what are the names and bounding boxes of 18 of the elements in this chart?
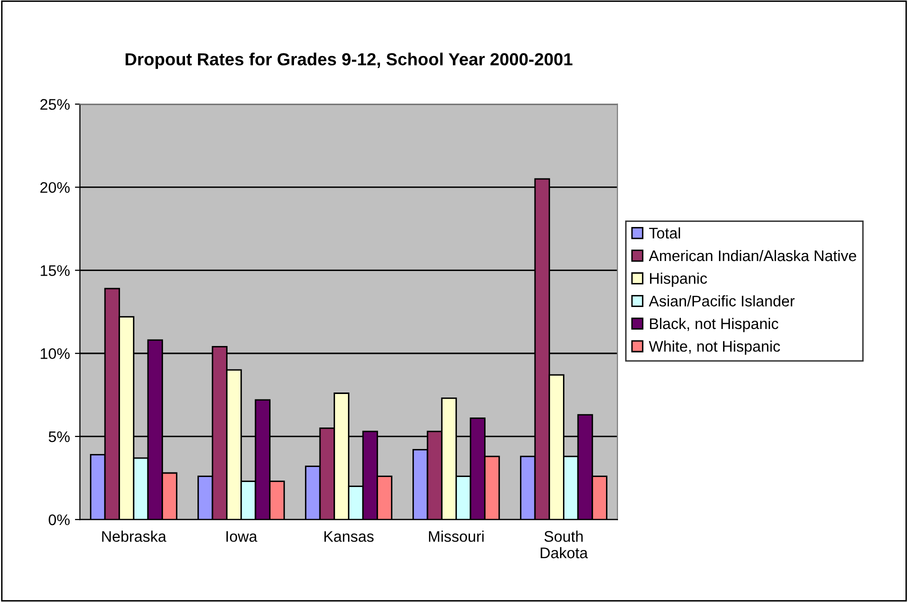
legend-label: American Indian/Alaska Native xyxy=(648,250,856,262)
x-tick-label: Iowa xyxy=(226,531,258,542)
chart-title: Dropout Rates for Grades 9-12, School Year 2000-2001 xyxy=(126,52,572,69)
legend-label: White, not Hispanic xyxy=(648,340,780,355)
y-tick-label: 5% xyxy=(48,431,70,442)
legend-label: Asian/Pacific Islander xyxy=(648,295,795,306)
y-tick-label: 25% xyxy=(40,99,70,110)
y-tick-label: 0% xyxy=(48,514,70,526)
y-tick-label: 20% xyxy=(40,182,70,193)
x-tick-label: Nebraska xyxy=(102,530,166,542)
legend-label: Hispanic xyxy=(650,272,707,287)
x-tick-label: South Dakota xyxy=(540,530,588,558)
x-tick-label: Missouri xyxy=(428,530,484,542)
legend-label: Total xyxy=(649,227,680,239)
legend-label: Black, not Hispanic xyxy=(650,318,778,332)
y-tick-label: 15% xyxy=(40,265,70,276)
x-tick-label: Kansas xyxy=(324,531,374,542)
y-tick-label: 10% xyxy=(40,348,70,360)
